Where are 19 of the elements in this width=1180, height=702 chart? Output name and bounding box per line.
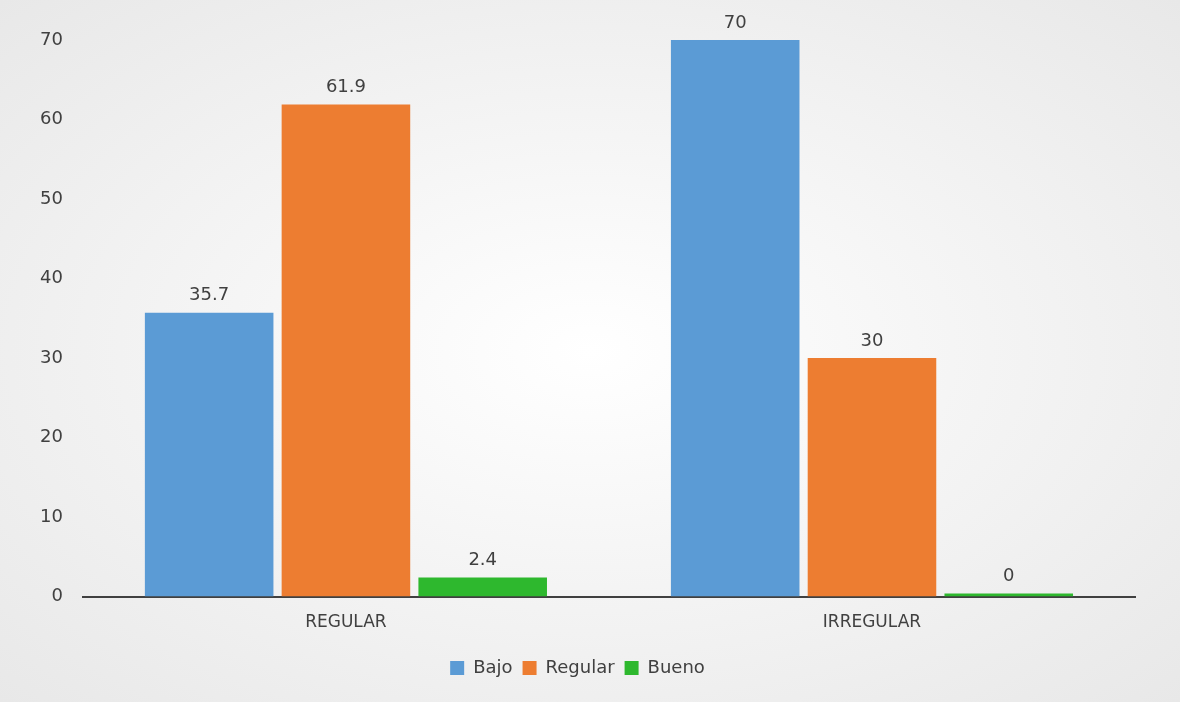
data-label: 70 (723, 10, 747, 32)
y-tick-label: 60 (40, 107, 63, 129)
x-tick-label: REGULAR (305, 611, 387, 632)
legend-label: Regular (545, 655, 616, 677)
data-label: 35.7 (189, 283, 230, 305)
y-tick-label: 30 (40, 345, 63, 367)
legend-label: Bueno (647, 655, 705, 677)
x-tick-label: IRREGULAR (822, 611, 922, 632)
data-label: 2.4 (468, 548, 498, 570)
data-label: 61.9 (325, 75, 366, 97)
legend-label: Bajo (473, 655, 513, 677)
y-tick-label: 40 (40, 266, 63, 288)
data-label: 0 (1003, 564, 1015, 586)
y-tick-label: 70 (40, 27, 63, 49)
data-label: 30 (860, 328, 884, 350)
y-tick-label: 0 (51, 584, 63, 606)
y-tick-label: 50 (40, 186, 63, 208)
y-tick-label: 20 (40, 425, 63, 447)
y-tick-label: 10 (40, 504, 63, 526)
